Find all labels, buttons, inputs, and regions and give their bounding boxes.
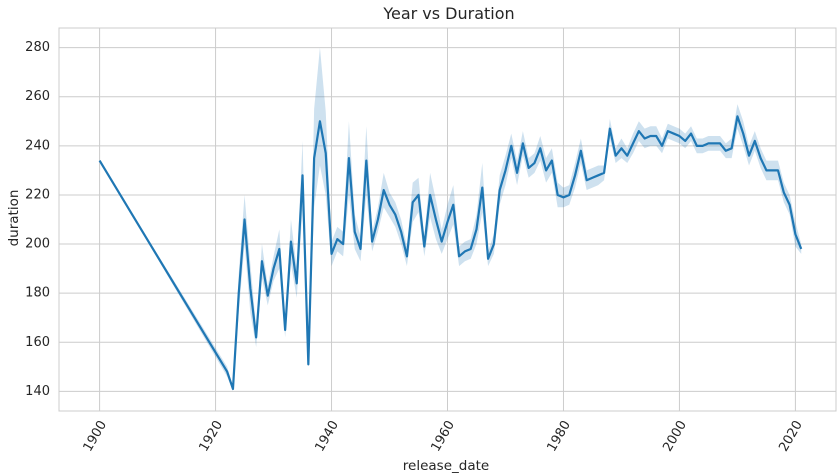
y-tick-labels: 140 160 180 200 220 240 260 280 — [25, 40, 50, 399]
x-gridlines — [99, 28, 796, 411]
x-tick-label: 1940 — [312, 418, 342, 454]
x-tick-label: 2020 — [776, 418, 806, 454]
series-line — [98, 115, 803, 390]
y-tick-label: 240 — [25, 138, 50, 153]
y-tick-label: 140 — [25, 384, 50, 399]
x-axis-label: release_date — [403, 458, 489, 474]
y-tick-label: 220 — [25, 187, 50, 202]
x-tick-label: 1960 — [428, 418, 458, 454]
y-tick-label: 260 — [25, 89, 50, 104]
confidence-band — [99, 47, 802, 392]
chart-title: Year vs Duration — [382, 4, 514, 23]
x-tick-label: 2000 — [660, 418, 690, 454]
y-tick-label: 180 — [25, 286, 50, 301]
y-tick-label: 200 — [25, 237, 50, 252]
x-tick-label: 1900 — [81, 418, 111, 454]
plot-border — [58, 27, 837, 412]
y-tick-label: 280 — [25, 40, 50, 55]
y-gridlines — [59, 47, 836, 392]
y-tick-label: 160 — [25, 335, 50, 350]
y-axis-label: duration — [6, 190, 22, 247]
axes-frame — [58, 27, 837, 412]
x-tick-label: 1920 — [197, 418, 227, 454]
x-tick-labels: 1900 1920 1940 1960 1980 2000 2020 — [81, 418, 806, 454]
x-tick-label: 1980 — [544, 418, 574, 454]
